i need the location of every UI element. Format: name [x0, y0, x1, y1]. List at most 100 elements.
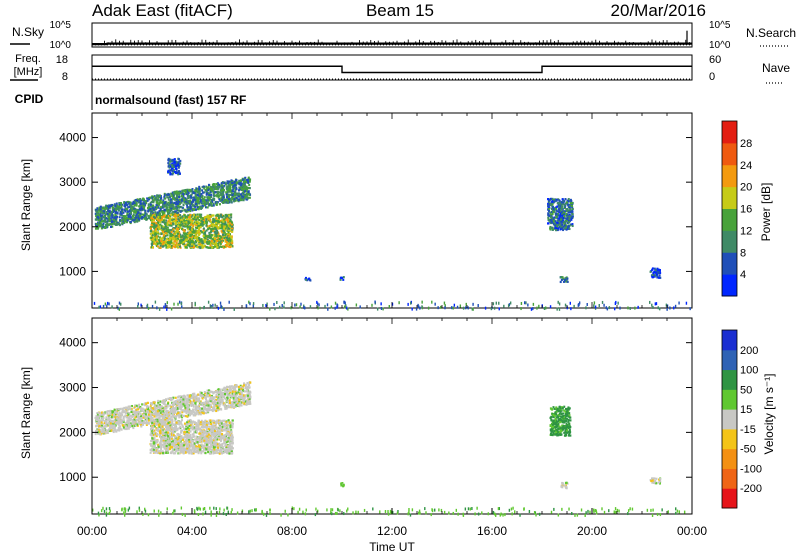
scatter-cell — [410, 301, 412, 305]
scatter-cell — [238, 198, 241, 201]
scatter-cell — [162, 408, 165, 411]
scatter-cell — [175, 219, 178, 222]
scatter-cell — [219, 235, 222, 238]
scatter-cell — [242, 395, 245, 399]
scatter-cell — [96, 412, 99, 415]
scatter-cell — [130, 408, 133, 411]
scatter-cell — [177, 166, 180, 169]
scatter-cell — [118, 216, 121, 219]
scatter-cell — [191, 207, 194, 211]
scatter-cell — [249, 178, 252, 181]
scatter-cell — [136, 200, 139, 203]
scatter-cell — [115, 206, 118, 209]
scatter-cell — [129, 216, 132, 219]
scatter-cell — [102, 210, 105, 213]
scatter-cell — [155, 230, 158, 233]
scatter-cell — [627, 306, 629, 310]
scatter-cell — [216, 405, 219, 408]
scatter-cell — [223, 218, 226, 221]
scatter-cell — [563, 220, 566, 223]
scatter-cell — [170, 397, 173, 400]
scatter-cell — [300, 302, 302, 306]
scatter-cell — [247, 180, 250, 184]
scatter-cell — [222, 189, 225, 192]
scatter-cell — [171, 158, 174, 162]
scatter-cell — [224, 216, 227, 219]
scatter-cell — [608, 306, 611, 310]
scatter-cell — [198, 188, 201, 191]
scatter-cell — [169, 410, 172, 414]
scatter-cell — [133, 218, 136, 221]
scatter-cell — [245, 181, 248, 184]
scatter-cell — [225, 391, 228, 394]
scatter-cell — [218, 191, 221, 194]
scatter-cell — [225, 188, 228, 191]
scatter-cell — [169, 195, 172, 198]
scatter-cell — [101, 207, 104, 210]
scatter-cell — [558, 217, 561, 220]
scatter-cell — [140, 199, 143, 202]
scatter-cell — [205, 224, 208, 227]
scatter-cell — [175, 170, 178, 173]
scatter-cell — [532, 307, 534, 311]
scatter-cell — [228, 201, 231, 204]
scatter-cell — [185, 410, 188, 414]
scatter-cell — [102, 304, 105, 308]
scatter-cell — [208, 240, 211, 243]
freq-panel-frame — [91, 54, 693, 81]
scatter-cell — [170, 198, 173, 201]
scatter-cell — [273, 302, 275, 306]
scatter-cell — [238, 405, 241, 408]
scatter-cell — [97, 219, 100, 222]
scatter-cell — [232, 185, 235, 188]
scatter-cell — [196, 206, 199, 209]
scatter-cell — [203, 306, 205, 310]
scatter-cell — [214, 398, 217, 402]
scatter-cell — [172, 228, 175, 231]
scatter-cell — [305, 278, 308, 281]
scatter-cell — [207, 246, 210, 249]
scatter-cell — [189, 234, 192, 237]
scatter-cell — [192, 230, 195, 234]
scatter-cell — [205, 220, 208, 223]
scatter-cell — [231, 192, 234, 195]
scatter-cell — [138, 410, 141, 414]
scatter-cell — [204, 189, 207, 192]
scatter-cell — [206, 246, 209, 249]
scatter-cell — [231, 194, 234, 197]
scatter-cell — [330, 305, 333, 309]
scatter-cell — [192, 217, 195, 220]
scatter-cell — [207, 217, 210, 220]
scatter-cell — [164, 201, 167, 204]
scatter-cell — [234, 183, 237, 187]
scatter-cell — [178, 202, 181, 206]
scatter-cell — [178, 238, 181, 241]
scatter-cell — [566, 215, 569, 218]
scatter-cell — [569, 207, 572, 210]
scatter-cell — [548, 219, 551, 222]
scatter-cell — [216, 195, 219, 198]
scatter-cell — [561, 225, 564, 228]
scatter-cell — [207, 196, 210, 199]
scatter-cell — [133, 204, 136, 207]
scatter-cell — [126, 414, 129, 418]
scatter-cell — [126, 210, 129, 213]
scatter-cell — [562, 211, 565, 214]
scatter-cell — [136, 209, 139, 212]
scatter-cell — [239, 183, 242, 186]
scatter-cell — [243, 193, 246, 196]
scatter-cell — [167, 220, 170, 223]
scatter-cell — [150, 236, 153, 240]
scatter-cell — [168, 166, 171, 169]
scatter-cell — [119, 415, 122, 419]
scatter-cell — [189, 403, 192, 406]
scatter-cell — [169, 404, 172, 407]
scatter-cell — [179, 214, 182, 217]
scatter-cell — [585, 306, 587, 310]
scatter-cell — [223, 245, 226, 248]
scatter-cell — [206, 197, 209, 200]
scatter-cell — [184, 197, 187, 200]
scatter-cell — [230, 179, 233, 182]
scatter-cell — [104, 215, 107, 218]
scatter-cell — [163, 305, 165, 309]
